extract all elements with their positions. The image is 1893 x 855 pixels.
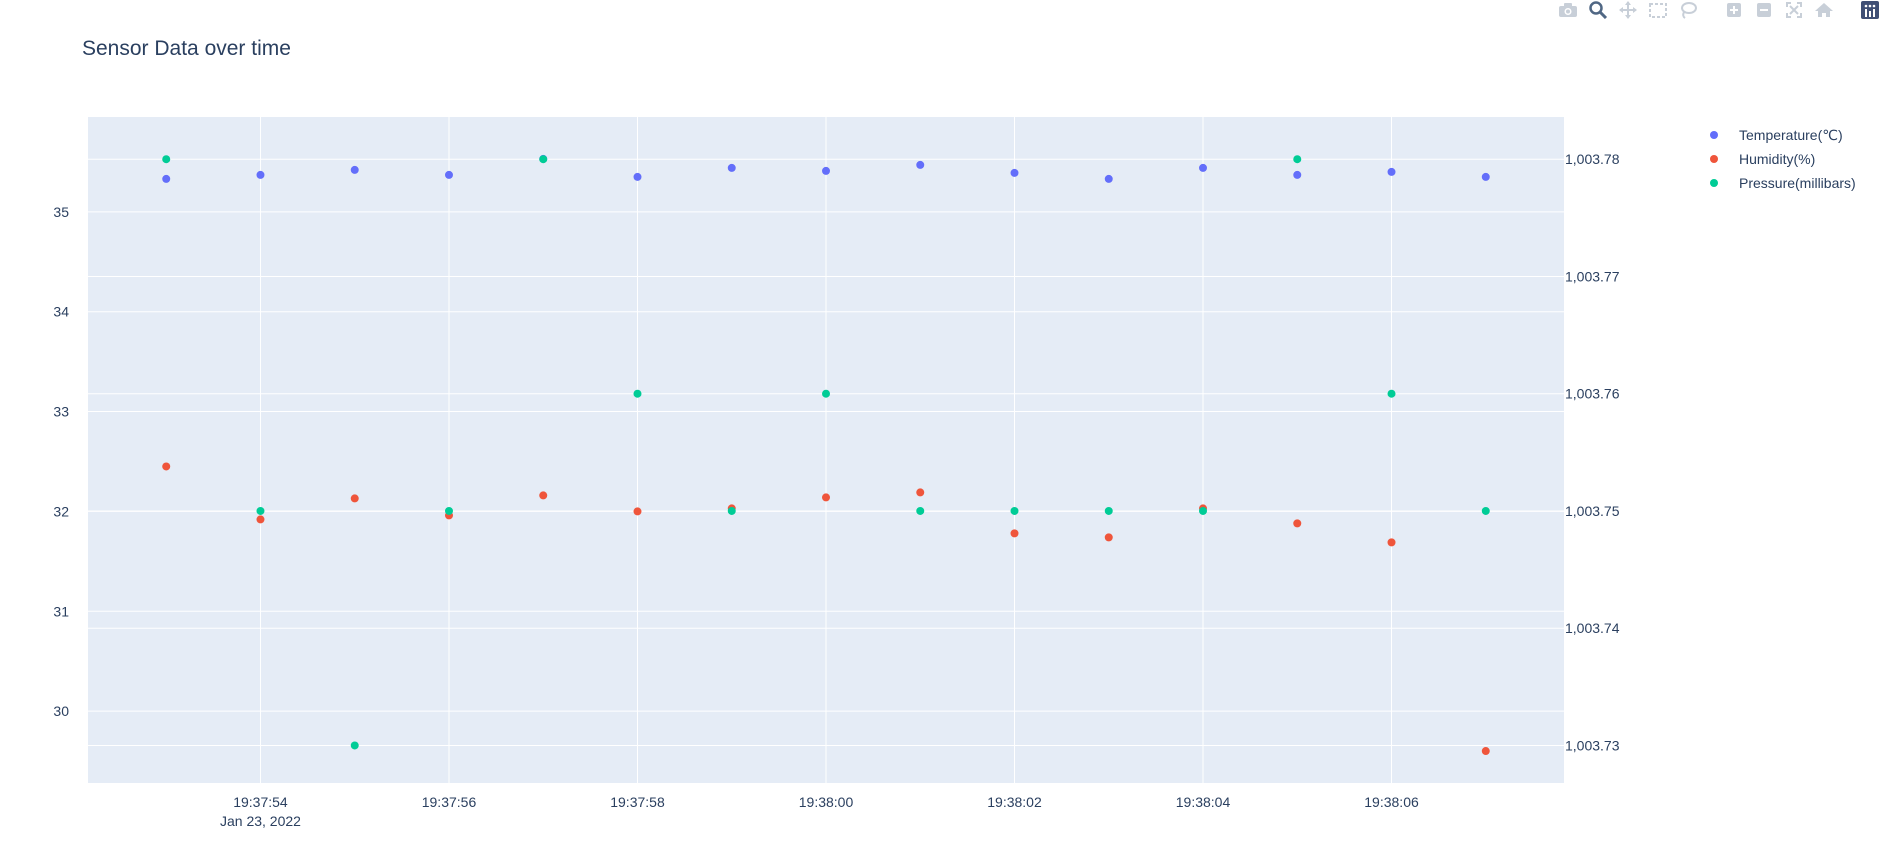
y-right-tick-label: 1,003.78 [1565, 151, 1620, 167]
point-pressure-millibars[interactable] [256, 506, 265, 515]
legend-label: Humidity(%) [1739, 151, 1815, 167]
legend-label: Pressure(millibars) [1739, 175, 1856, 191]
point-pressure-millibars[interactable] [1104, 506, 1113, 515]
point-temperature[interactable] [1104, 174, 1113, 183]
autoscale-icon[interactable] [1783, 0, 1805, 20]
y-left-tick-label: 33 [53, 404, 69, 420]
point-temperature[interactable] [633, 172, 642, 181]
y-right-tick-label: 1,003.77 [1565, 268, 1620, 284]
point-pressure-millibars[interactable] [916, 506, 925, 515]
y-left-tick-label: 30 [53, 703, 69, 719]
plotly-logo-icon[interactable] [1859, 0, 1881, 20]
x-tick-label: 19:38:00 [799, 794, 854, 810]
legend: Temperature(℃) Humidity(%) Pressure(millib… [1710, 127, 1856, 191]
point-humidity[interactable] [1104, 533, 1113, 542]
grid-lines [88, 117, 1564, 783]
axis-ticks: 19:37:54 Jan 23, 2022 19:37:56 19:37:58 19:3… [53, 151, 1619, 829]
point-pressure-millibars[interactable] [539, 155, 548, 164]
zoom-out-icon[interactable] [1753, 0, 1775, 20]
point-humidity[interactable] [1387, 538, 1396, 547]
point-pressure-millibars[interactable] [350, 741, 359, 750]
x-tick-label: 19:38:04 [1176, 794, 1231, 810]
point-pressure-millibars[interactable] [822, 389, 830, 398]
point-humidity[interactable] [633, 507, 642, 516]
point-humidity[interactable] [350, 494, 359, 503]
point-temperature[interactable] [1199, 163, 1208, 172]
pan-icon[interactable] [1617, 0, 1639, 20]
y-left-tick-label: 31 [53, 603, 69, 619]
point-humidity[interactable] [1481, 747, 1490, 756]
point-humidity[interactable] [916, 488, 925, 497]
point-humidity[interactable] [539, 491, 548, 500]
point-pressure-millibars[interactable] [1010, 506, 1019, 515]
point-humidity[interactable] [1293, 519, 1302, 528]
x-tick-label: 19:38:02 [987, 794, 1042, 810]
point-pressure-millibars[interactable] [1481, 506, 1490, 515]
point-pressure-millibars[interactable] [444, 506, 453, 515]
point-temperature[interactable] [1293, 170, 1302, 179]
zoom-icon[interactable] [1587, 0, 1609, 20]
point-humidity[interactable] [822, 493, 830, 502]
home-icon[interactable] [1813, 0, 1835, 20]
y-right-tick-label: 1,003.75 [1565, 503, 1620, 519]
box-select-icon[interactable] [1647, 0, 1669, 20]
y-right-tick-label: 1,003.76 [1565, 386, 1620, 402]
point-humidity[interactable] [162, 462, 171, 471]
point-temperature[interactable] [444, 170, 453, 179]
point-temperature[interactable] [1010, 168, 1019, 177]
point-temperature[interactable] [916, 160, 925, 169]
y-right-tick-label: 1,003.73 [1565, 737, 1620, 753]
camera-icon[interactable] [1557, 0, 1579, 20]
point-humidity[interactable] [1010, 529, 1019, 538]
y-left-tick-label: 32 [53, 503, 69, 519]
point-temperature[interactable] [1481, 172, 1490, 181]
y-right-tick-label: 1,003.74 [1565, 620, 1620, 636]
legend-item-humidity[interactable]: Humidity(%) [1710, 151, 1815, 167]
point-pressure-millibars[interactable] [1293, 155, 1302, 164]
x-tick-label: 19:37:54 [233, 794, 288, 810]
point-pressure-millibars[interactable] [162, 155, 171, 164]
y-left-tick-label: 35 [53, 204, 69, 220]
point-temperature[interactable] [727, 163, 736, 172]
point-temperature[interactable] [256, 170, 265, 179]
data-points [162, 154, 1490, 756]
legend-marker [1710, 155, 1718, 163]
point-temperature[interactable] [350, 165, 359, 174]
point-pressure-millibars[interactable] [633, 389, 642, 398]
chart-title: Sensor Data over time [82, 37, 291, 60]
point-pressure-millibars[interactable] [1199, 506, 1208, 515]
zoom-in-icon[interactable] [1723, 0, 1745, 20]
lasso-select-icon[interactable] [1677, 0, 1699, 20]
point-humidity[interactable] [256, 515, 265, 524]
x-tick-label: 19:37:56 [422, 794, 477, 810]
point-pressure-millibars[interactable] [727, 506, 736, 515]
x-tick-label: 19:37:58 [610, 794, 665, 810]
point-temperature[interactable] [162, 174, 171, 183]
legend-item-temperature[interactable]: Temperature(℃) [1710, 127, 1843, 143]
y-left-tick-label: 34 [53, 304, 69, 320]
point-pressure-millibars[interactable] [1387, 389, 1396, 398]
legend-item-pressure-millibars[interactable]: Pressure(millibars) [1710, 175, 1856, 191]
point-temperature[interactable] [822, 166, 830, 175]
x-tick-date: Jan 23, 2022 [220, 813, 301, 829]
x-tick-label: 19:38:06 [1364, 794, 1419, 810]
legend-marker [1710, 179, 1718, 187]
legend-marker [1710, 131, 1718, 139]
legend-label: Temperature(℃) [1739, 127, 1843, 143]
modebar [1557, 0, 1881, 20]
point-temperature[interactable] [1387, 167, 1396, 176]
